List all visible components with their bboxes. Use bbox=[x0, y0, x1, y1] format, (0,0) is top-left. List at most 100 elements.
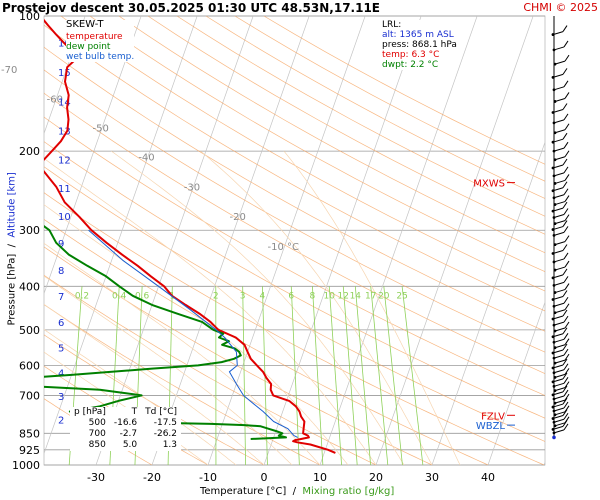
mixing-ratio-label: 6 bbox=[288, 291, 294, 301]
temperature-tick-label: 30 bbox=[425, 471, 439, 484]
mixing-ratio-line bbox=[328, 286, 342, 465]
wind-barb bbox=[551, 158, 568, 170]
dry-adiabat-line bbox=[44, 69, 545, 353]
table-cell: 700 bbox=[88, 429, 106, 439]
wind-barb bbox=[551, 309, 568, 321]
wind-barb bbox=[552, 315, 569, 327]
dry-adiabat-line bbox=[44, 192, 545, 465]
table-row: 700 -2.7 -26.2 bbox=[70, 429, 181, 440]
mixing-ratio-label: 0.6 bbox=[135, 291, 150, 301]
wind-barb bbox=[552, 208, 569, 219]
isotherm-label: -60 bbox=[47, 95, 63, 106]
wind-barb bbox=[553, 123, 570, 135]
altitude-tick-label: 9 bbox=[58, 239, 64, 250]
dry-adiabat-line bbox=[44, 304, 321, 465]
isotherm-line bbox=[207, 16, 366, 465]
level-table: p [hPa] T Td [°C] 500 -16.6 -17.5 700 -2… bbox=[70, 407, 182, 451]
dry-adiabat-line bbox=[118, 16, 545, 254]
x-axis-separator: / bbox=[286, 486, 303, 497]
mixing-ratio-line bbox=[354, 286, 372, 465]
pressure-tick-label: 500 bbox=[19, 324, 40, 337]
marker-label-wbzl: WBZL bbox=[476, 421, 506, 432]
wind-barb bbox=[551, 201, 568, 213]
dry-adiabat-line bbox=[44, 116, 545, 396]
wind-barb bbox=[552, 423, 569, 435]
wind-barb bbox=[552, 296, 569, 308]
temperature-tick-label: 20 bbox=[369, 471, 383, 484]
mixing-ratio-label: 8 bbox=[310, 291, 316, 301]
dry-adiabat-line bbox=[147, 16, 545, 235]
lrl-info: LRL: alt: 1365 m ASL press: 868.1 hPa te… bbox=[382, 20, 457, 70]
table-cell: 5.0 bbox=[122, 440, 138, 450]
isotherm-label: -70 bbox=[1, 65, 17, 76]
lrl-label: LRL: bbox=[382, 20, 402, 30]
isotherm-label: -10 °C bbox=[268, 242, 300, 253]
wind-barb bbox=[551, 358, 568, 370]
mixing-ratio-label: 0.2 bbox=[75, 291, 89, 301]
isotherm-label: -40 bbox=[138, 153, 154, 164]
legend-item-dewpoint: dew point bbox=[66, 42, 111, 52]
isotherm-line bbox=[431, 141, 545, 465]
altitude-tick-label: 15 bbox=[58, 68, 71, 79]
table-cell: -26.2 bbox=[153, 429, 178, 439]
isotherm-line bbox=[263, 16, 422, 465]
altitude-tick-label: 4 bbox=[58, 368, 64, 379]
chart-title: Prostejov descent 30.05.2025 01:30 UTC 4… bbox=[2, 1, 381, 15]
isotherm-line bbox=[95, 16, 254, 465]
altitude-tick-label: 12 bbox=[58, 156, 71, 167]
wind-barb bbox=[552, 348, 569, 360]
y-axis-title: Pressure [hPa] / Altitude [km] bbox=[6, 172, 18, 326]
wind-barb bbox=[552, 166, 569, 178]
dry-adiabat-line bbox=[44, 141, 545, 419]
wind-barb bbox=[551, 420, 568, 431]
pressure-tick-label: 925 bbox=[19, 444, 40, 457]
mixing-ratio-label: 20 bbox=[378, 291, 390, 301]
mixing-ratio-line bbox=[242, 286, 247, 465]
wind-barb bbox=[553, 321, 570, 333]
wind-barb bbox=[551, 244, 568, 255]
altitude-tick-label: 8 bbox=[58, 266, 64, 277]
wind-barb bbox=[553, 235, 570, 247]
isotherm-line bbox=[44, 16, 198, 455]
dry-adiabat-line bbox=[60, 16, 545, 292]
wind-barb-column bbox=[551, 16, 570, 440]
level-table-header-cell: T bbox=[131, 407, 138, 417]
altitude-tick-label: 7 bbox=[58, 292, 64, 303]
dry-adiabat-line bbox=[44, 92, 545, 374]
temperature-tick-label: -30 bbox=[87, 471, 105, 484]
marker-label-fzlv: FZLV bbox=[481, 411, 505, 422]
y-axis-separator: / bbox=[6, 237, 18, 254]
table-row: 850 5.0 1.3 bbox=[70, 440, 181, 451]
wind-barb bbox=[553, 92, 570, 103]
isotherm-line bbox=[151, 16, 310, 465]
isotherm-label: -50 bbox=[92, 124, 108, 135]
y-axis-pressure-label: Pressure [hPa] bbox=[6, 253, 18, 326]
dry-adiabat-line bbox=[89, 16, 545, 273]
temperature-tick-label: -20 bbox=[143, 471, 161, 484]
wind-barb bbox=[552, 389, 569, 401]
wind-barb bbox=[553, 338, 570, 350]
table-row: 500 -16.6 -17.5 bbox=[70, 418, 181, 429]
mixing-ratio-line bbox=[370, 286, 389, 465]
dry-adiabat-line bbox=[44, 274, 377, 465]
altitude-tick-label: 2 bbox=[58, 415, 64, 426]
wind-barb bbox=[551, 385, 568, 397]
isotherm-label: -30 bbox=[184, 183, 200, 194]
isotherm-line bbox=[44, 16, 142, 295]
wind-barb bbox=[553, 214, 570, 226]
isotherm-line bbox=[487, 301, 545, 465]
moist-adiabat-line bbox=[44, 275, 293, 465]
dry-adiabat-line bbox=[176, 16, 545, 217]
mixing-ratio-line bbox=[342, 286, 358, 465]
mixing-ratio-line bbox=[383, 286, 403, 465]
moist-adiabat-line bbox=[200, 150, 433, 465]
series-line-temperature bbox=[44, 18, 336, 454]
wind-barb bbox=[552, 377, 569, 388]
wind-barb bbox=[551, 68, 568, 79]
wind-barb bbox=[553, 174, 570, 185]
wind-barb bbox=[551, 343, 568, 355]
table-cell: -17.5 bbox=[153, 418, 178, 428]
moist-adiabat-line bbox=[44, 303, 265, 465]
